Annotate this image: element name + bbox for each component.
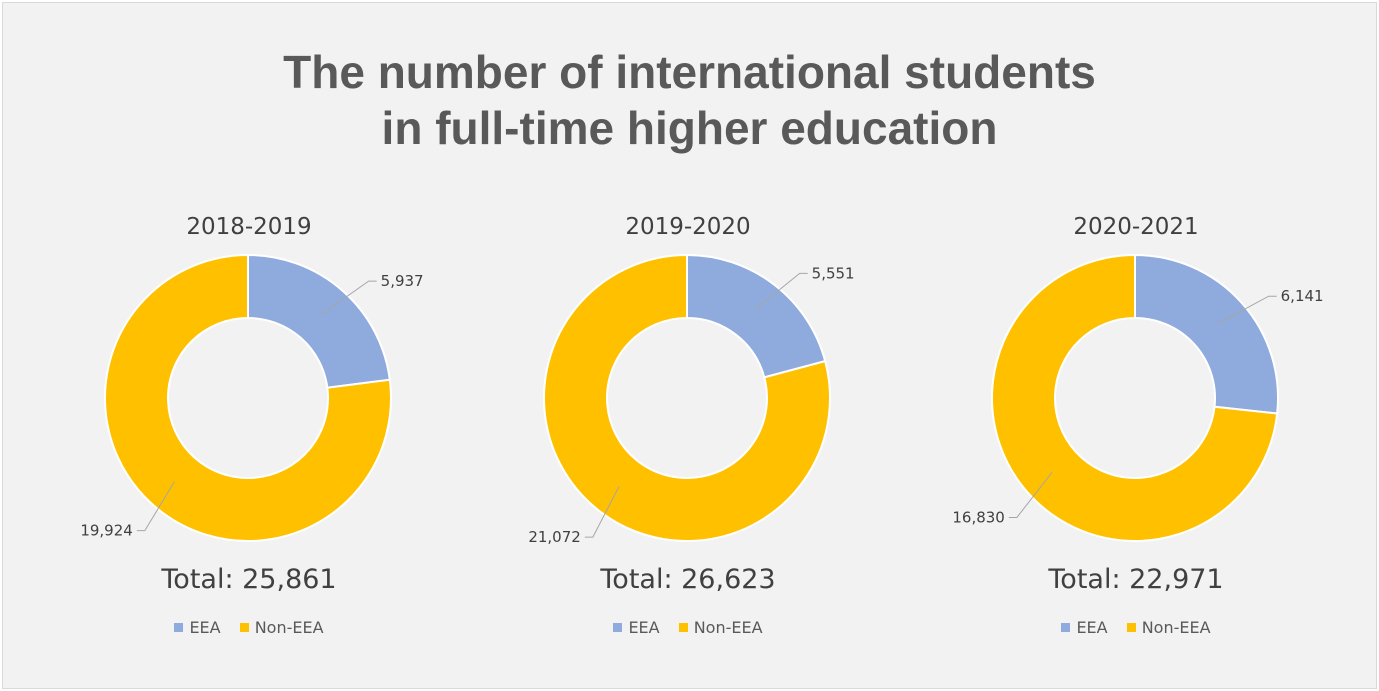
leader-line-eea — [321, 280, 377, 315]
legend-swatch-eea — [613, 623, 623, 632]
legend-label-eea: EEA — [189, 618, 221, 637]
legend-label-eea: EEA — [628, 618, 660, 637]
data-label-non-eea: 21,072 — [528, 528, 581, 546]
legend-label-non-eea: Non-EEA — [693, 618, 763, 637]
legend-item-eea: EEA — [613, 618, 660, 637]
data-label-non-eea: 16,830 — [952, 508, 1005, 526]
legend-swatch-eea — [174, 623, 184, 632]
leader-line-non-eea — [584, 486, 620, 538]
legend-swatch-eea — [1061, 623, 1071, 632]
donut-panel-2018-2019: 2018-2019 5,937 19,924 Total: 25,861 EEA … — [29, 210, 469, 650]
leader-line-eea — [754, 272, 808, 310]
chart-title: The number of international students in … — [0, 44, 1379, 156]
donut-panel-2019-2020: 2019-2020 5,551 21,072 Total: 26,623 EEA … — [468, 210, 908, 650]
chart-title-line-2: in full-time higher education — [381, 102, 998, 154]
panel-title: 2020-2021 — [1073, 214, 1199, 240]
data-label-eea: 5,551 — [812, 264, 855, 282]
total-label: Total: 25,861 — [161, 564, 337, 595]
slice-non-eea — [543, 253, 831, 542]
data-label-eea: 6,141 — [1281, 287, 1324, 305]
slice-non-eea — [104, 253, 392, 542]
donut-panel-2020-2021: 2020-2021 6,141 16,830 Total: 22,971 EEA … — [916, 210, 1356, 650]
panel-title: 2019-2020 — [625, 214, 751, 240]
leader-line-eea — [1217, 295, 1277, 325]
legend-item-non-eea: Non-EEA — [678, 618, 763, 637]
chart-title-line-1: The number of international students — [283, 46, 1096, 98]
donut-chart-2020-2021: 6,141 16,830 — [952, 253, 1324, 542]
slice-non-eea — [991, 253, 1279, 542]
leader-line-non-eea — [1008, 472, 1053, 518]
legend-item-non-eea: Non-EEA — [239, 618, 324, 637]
data-label-non-eea: 19,924 — [80, 522, 133, 540]
total-label: Total: 26,623 — [600, 564, 776, 595]
legend-label-eea: EEA — [1076, 618, 1108, 637]
legend-swatch-non-eea — [1126, 623, 1136, 632]
donut-chart-2019-2020: 5,551 21,072 — [528, 253, 855, 546]
total-label: Total: 22,971 — [1048, 564, 1224, 595]
legend: EEA Non-EEA — [468, 618, 908, 637]
legend-item-eea: EEA — [1061, 618, 1108, 637]
legend-swatch-non-eea — [239, 623, 249, 632]
data-label-eea: 5,937 — [381, 272, 424, 290]
leader-line-non-eea — [136, 481, 175, 532]
slice-eea — [1134, 253, 1279, 415]
legend-item-eea: EEA — [174, 618, 221, 637]
donut-chart-2018-2019: 5,937 19,924 — [80, 253, 424, 542]
legend-item-non-eea: Non-EEA — [1126, 618, 1211, 637]
legend-swatch-non-eea — [678, 623, 688, 632]
slice-eea — [247, 253, 391, 389]
legend: EEA Non-EEA — [29, 618, 469, 637]
legend: EEA Non-EEA — [916, 618, 1356, 637]
legend-label-non-eea: Non-EEA — [1141, 618, 1211, 637]
panel-title: 2018-2019 — [186, 214, 312, 240]
legend-label-non-eea: Non-EEA — [254, 618, 324, 637]
